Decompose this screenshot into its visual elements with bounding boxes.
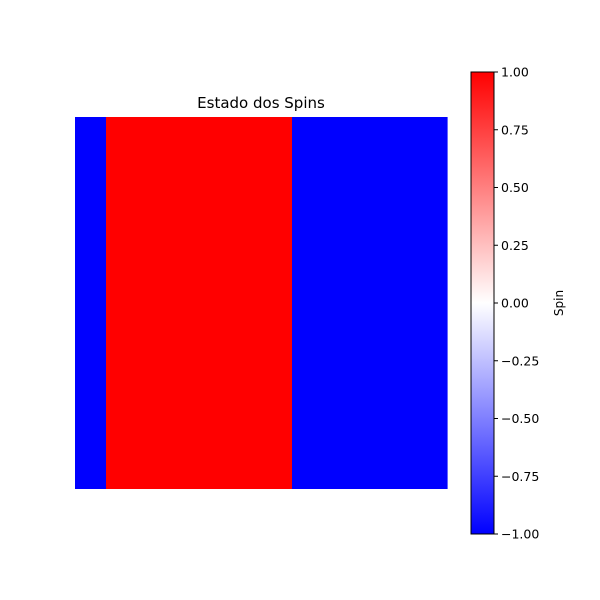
heatmap-column-1: [106, 117, 138, 489]
heatmap-column-4: [199, 117, 231, 489]
heatmap-column-11: [416, 117, 448, 489]
chart-title: Estado dos Spins: [197, 94, 325, 112]
heatmap-column-5: [230, 117, 262, 489]
heatmap-column-8: [323, 117, 355, 489]
colorbar: 1.00 0.75 0.50 0.25 0.00 −0.25 −0.50 −0.75 −1.00…: [470, 65, 566, 542]
colorbar-tick-label: 0.75: [501, 122, 529, 137]
colorbar-tick-label: −1.00: [501, 527, 539, 542]
colorbar-tick-label: −0.25: [501, 353, 539, 368]
heatmap-column-7: [292, 117, 324, 489]
heatmap-column-10: [385, 117, 417, 489]
heatmap-column-3: [168, 117, 200, 489]
heatmap-column-9: [354, 117, 386, 489]
colorbar-ticks: 1.00 0.75 0.50 0.25 0.00 −0.25 −0.50 −0.75 −1.00: [494, 65, 539, 542]
colorbar-label: Spin: [552, 290, 566, 316]
heatmap-column-6: [261, 117, 293, 489]
colorbar-tick-label: −0.50: [501, 411, 539, 426]
colorbar-tick-label: 0.50: [501, 180, 529, 195]
colorbar-tick-label: 1.00: [501, 65, 529, 80]
colorbar-tick-label: 0.00: [501, 296, 529, 311]
colorbar-tick-label: 0.25: [501, 238, 529, 253]
colorbar-tick-label: −0.75: [501, 469, 539, 484]
spin-heatmap: [75, 117, 448, 489]
colorbar-gradient: [471, 72, 494, 534]
heatmap-column-2: [137, 117, 169, 489]
heatmap-column-0: [75, 117, 107, 489]
